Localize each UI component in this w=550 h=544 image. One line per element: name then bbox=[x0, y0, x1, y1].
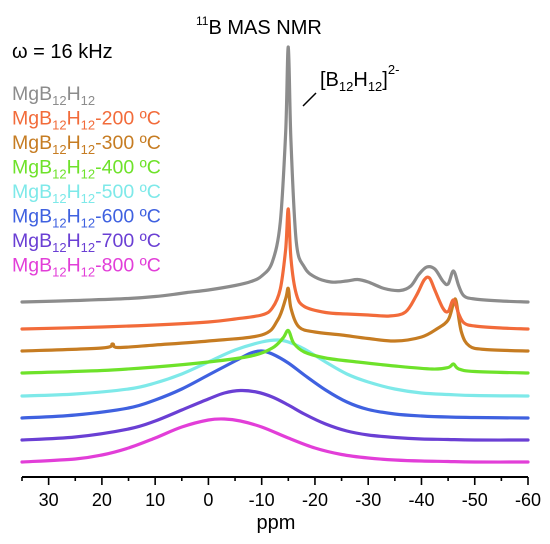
legend-entry-3-part-2: H bbox=[67, 157, 81, 179]
legend-entry-3-part-3: 12 bbox=[81, 167, 95, 182]
legend-entry-6-part-0: MgB bbox=[12, 230, 52, 252]
legend-entry-1-part-3: 12 bbox=[81, 118, 95, 133]
x-tick-label: -60 bbox=[515, 490, 541, 510]
peak-annotation-sub1: 12 bbox=[339, 79, 353, 94]
peak-annotation-sup: 2- bbox=[388, 62, 400, 77]
legend-entry-2-part-3: 12 bbox=[81, 142, 95, 157]
legend-entry-6-part-2: H bbox=[67, 230, 81, 252]
legend-entry-4-part-4: -500 ºC bbox=[95, 181, 161, 203]
legend-entry-1-part-0: MgB bbox=[12, 108, 52, 130]
legend-entry-4-part-2: H bbox=[67, 181, 81, 203]
legend-entry-2-part-4: -300 ºC bbox=[95, 132, 161, 154]
legend-entry-1-part-4: -200 ºC bbox=[95, 108, 161, 130]
legend-entry-0-part-0: MgB bbox=[12, 83, 52, 105]
legend-entry-1: MgB12H12-200 ºC bbox=[12, 108, 161, 133]
legend-entry-0-part-2: H bbox=[67, 83, 81, 105]
legend-entry-2: MgB12H12-300 ºC bbox=[12, 132, 161, 157]
spectrum-line-2 bbox=[20, 286, 530, 353]
spectrum-line-0 bbox=[20, 45, 530, 304]
legend-entry-7-part-0: MgB bbox=[12, 255, 52, 277]
peak-annotation-close: ] bbox=[382, 69, 388, 91]
legend-entry-4-part-3: 12 bbox=[81, 191, 95, 206]
x-tick-label: -10 bbox=[249, 490, 275, 510]
x-tick-label: -20 bbox=[302, 490, 328, 510]
legend-entry-5-part-2: H bbox=[67, 206, 81, 228]
x-tick-label: -50 bbox=[462, 490, 488, 510]
legend-entry-0: MgB12H12 bbox=[12, 83, 95, 108]
legend-entry-7-part-4: -800 ºC bbox=[95, 255, 161, 277]
x-ticks: 30 20 10 0 -10 -20 -30 -40 -50 -60 bbox=[21, 477, 541, 510]
legend-entry-5-part-3: 12 bbox=[81, 216, 95, 231]
legend-entry-3: MgB12H12-400 ºC bbox=[12, 157, 161, 182]
legend-entry-1-part-2: H bbox=[67, 108, 81, 130]
x-axis-label: ppm bbox=[257, 512, 296, 534]
peak-annotation-main: [B bbox=[320, 69, 339, 91]
x-tick-label: 30 bbox=[39, 490, 59, 510]
legend-entry-6: MgB12H12-700 ºC bbox=[12, 230, 161, 255]
legend-entry-6-part-4: -700 ºC bbox=[95, 230, 161, 252]
legend-entry-5-part-0: MgB bbox=[12, 206, 52, 228]
legend-entry-5-part-1: 12 bbox=[52, 216, 66, 231]
legend-entry-2-part-0: MgB bbox=[12, 132, 52, 154]
legend-entry-3-part-0: MgB bbox=[12, 157, 52, 179]
peak-annotation-mid: H bbox=[353, 69, 367, 91]
chart-title-text: B MAS NMR bbox=[208, 17, 321, 39]
legend-entry-7-part-3: 12 bbox=[81, 265, 95, 280]
legend-entry-7: MgB12H12-800 ºC bbox=[12, 255, 161, 280]
x-tick-label: 20 bbox=[92, 490, 112, 510]
legend-entry-4-part-1: 12 bbox=[52, 191, 66, 206]
peak-annotation-sub2: 12 bbox=[368, 79, 382, 94]
annotation-leader-line bbox=[302, 92, 317, 107]
spectrum-line-6 bbox=[20, 388, 530, 442]
legend-entry-1-part-1: 12 bbox=[52, 118, 66, 133]
legend-entry-5-part-4: -600 ºC bbox=[95, 206, 161, 228]
x-tick-label: 10 bbox=[145, 490, 165, 510]
spin-rate-label: ω = 16 kHz bbox=[12, 41, 113, 63]
legend-entry-3-part-1: 12 bbox=[52, 167, 66, 182]
legend-entry-4: MgB12H12-500 ºC bbox=[12, 181, 161, 206]
legend-entry-2-part-1: 12 bbox=[52, 142, 66, 157]
x-tick-label: 0 bbox=[203, 490, 213, 510]
legend-entry-0-part-3: 12 bbox=[81, 93, 95, 108]
spectrum-line-4 bbox=[20, 338, 530, 398]
x-tick-label: -40 bbox=[408, 490, 434, 510]
spectrum-line-5 bbox=[20, 349, 530, 420]
legend-entry-2-part-2: H bbox=[67, 132, 81, 154]
spectrum-line-3 bbox=[20, 328, 530, 375]
legend-entry-5: MgB12H12-600 ºC bbox=[12, 206, 161, 231]
x-tick-label: -30 bbox=[355, 490, 381, 510]
peak-annotation: [B12H12]2- bbox=[320, 62, 399, 94]
spectrum-line-1 bbox=[20, 207, 530, 331]
spectra bbox=[20, 45, 530, 464]
spectrum-line-7 bbox=[20, 417, 530, 464]
legend-entry-3-part-4: -400 ºC bbox=[95, 157, 161, 179]
chart-title: 11B MAS NMR bbox=[196, 14, 322, 39]
legend-entry-6-part-1: 12 bbox=[52, 240, 66, 255]
legend-entry-7-part-1: 12 bbox=[52, 265, 66, 280]
legend-entry-7-part-2: H bbox=[67, 255, 81, 277]
legend-entry-6-part-3: 12 bbox=[81, 240, 95, 255]
legend-entry-0-part-1: 12 bbox=[52, 93, 66, 108]
legend-entry-4-part-0: MgB bbox=[12, 181, 52, 203]
chart-title-sup: 11 bbox=[196, 14, 209, 28]
